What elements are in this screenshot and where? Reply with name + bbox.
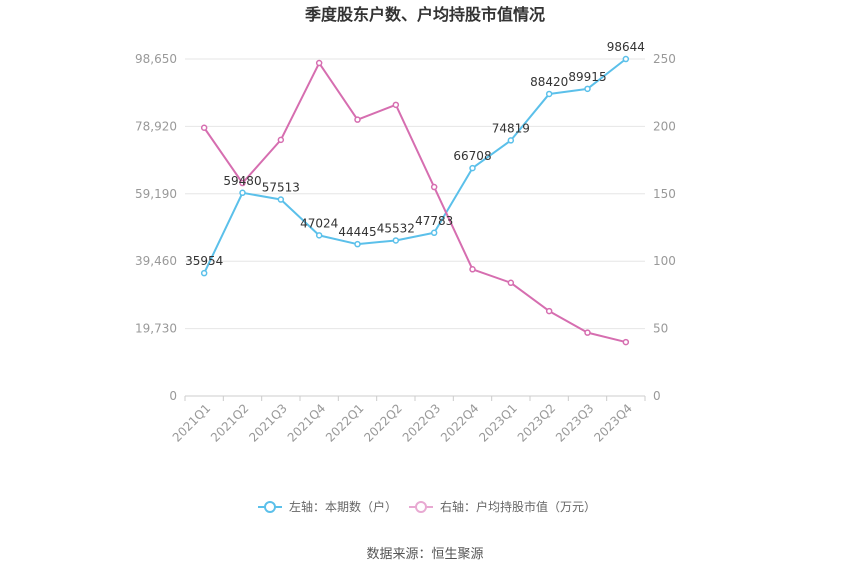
series-line-2 [203,62,627,344]
chart-title: 季度股东户数、户均持股市值情况 [304,5,545,24]
data-label: 45532 [377,221,415,235]
data-label: 35954 [185,254,223,268]
data-label: 59480 [223,174,261,188]
data-point [392,237,400,244]
data-point [507,279,515,287]
x-tick-label: 2021Q3 [246,401,290,445]
data-point [315,232,323,239]
data-point [392,101,400,109]
data-point [277,136,285,144]
x-tick-label: 2021Q1 [170,401,214,445]
data-point [622,55,630,63]
data-point [430,229,438,237]
legend-item-right[interactable]: 右轴：户均持股市值（万元） [409,499,596,514]
series-layer [200,55,630,346]
data-source: 数据来源：恒生聚源 [366,547,483,562]
data-point [239,179,246,187]
y-left-tick-label: 39,460 [135,254,177,268]
data-point [507,137,515,144]
grid [185,58,645,330]
data-point [200,269,208,277]
y-right-tick-label: 150 [653,187,676,201]
y-left-tick-label: 0 [169,389,177,403]
x-tick-label: 2022Q4 [438,401,482,445]
x-tick-label: 2022Q3 [400,401,444,445]
data-label: 74819 [492,121,530,135]
x-tick-label: 2023Q1 [476,401,520,445]
x-axis: 2021Q12021Q22021Q32021Q42022Q12022Q22022… [170,395,646,445]
y-right-tick-label: 100 [653,254,676,268]
data-point [354,240,361,248]
x-tick-label: 2021Q4 [285,401,329,445]
data-point [469,266,476,273]
legend-marker-left [264,501,276,513]
x-tick-label: 2021Q2 [208,401,252,445]
data-point [545,307,553,315]
y-right-tick-label: 250 [653,52,676,66]
data-label: 57513 [262,181,300,195]
y-right-tick-label: 50 [653,322,668,336]
data-label: 88420 [530,75,568,89]
legend-label-right: 右轴：户均持股市值（万元） [440,499,596,514]
x-tick-label: 2022Q1 [323,401,367,445]
data-point [315,59,323,67]
x-tick-label: 2022Q2 [361,401,405,445]
x-tick-label: 2023Q3 [553,401,597,445]
data-label: 47783 [415,214,453,228]
left-axis: 0 19,730 39,460 59,190 78,920 98,650 [135,52,177,403]
right-axis: 0 50 100 150 200 250 [653,52,676,403]
x-tick-label: 2023Q2 [515,401,559,445]
data-point [584,85,591,93]
data-point [239,189,246,197]
data-label: 66708 [453,149,491,163]
data-point [622,338,630,346]
data-point [200,124,208,131]
data-label: 47024 [300,216,338,230]
x-tick-label: 2023Q4 [591,401,635,445]
y-left-tick-label: 98,650 [135,52,177,66]
data-point [584,329,591,336]
legend-label-left: 左轴：本期数（户） [289,499,397,514]
data-label: 44445 [338,225,376,239]
y-right-tick-label: 0 [653,389,661,403]
legend: 左轴：本期数（户） 右轴：户均持股市值（万元） [258,499,596,514]
y-left-tick-label: 19,730 [135,322,177,336]
data-label: 98644 [607,40,645,54]
y-left-tick-label: 59,190 [135,187,177,201]
data-point [354,116,361,123]
legend-marker-right [415,501,427,513]
legend-item-left[interactable]: 左轴：本期数（户） [258,499,397,514]
y-left-tick-label: 78,920 [135,119,177,133]
series-line-1 [203,58,627,274]
data-point [277,196,285,203]
data-label: 89915 [568,70,606,84]
data-point [430,183,438,191]
y-right-tick-label: 200 [653,119,676,133]
data-point [545,90,553,98]
data-point [469,164,476,172]
